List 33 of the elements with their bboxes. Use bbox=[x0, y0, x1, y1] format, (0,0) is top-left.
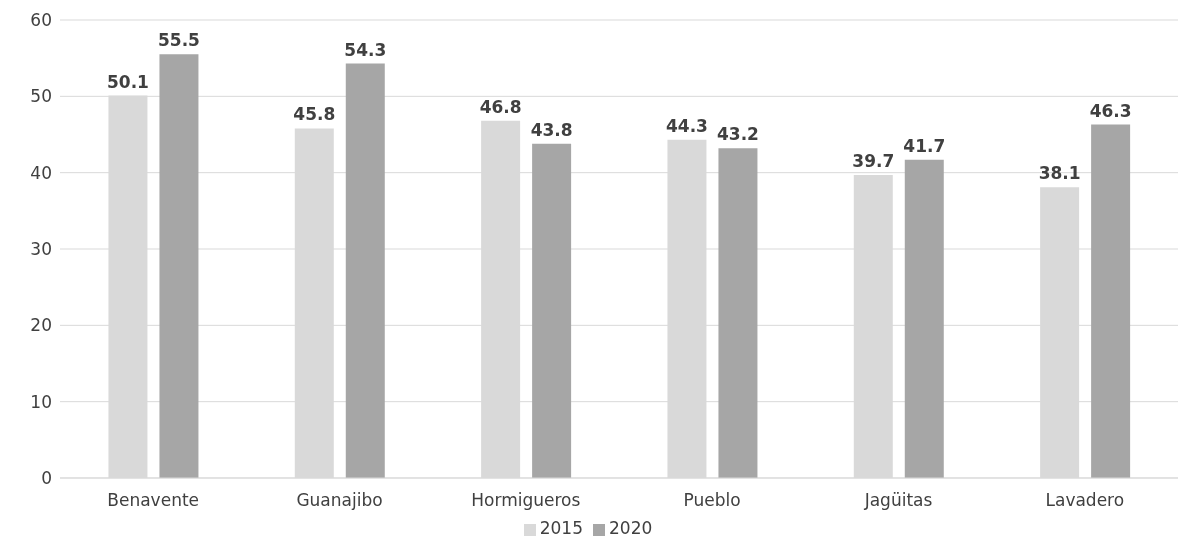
data-label: 50.1 bbox=[106, 71, 149, 92]
x-tick-label: Lavadero bbox=[1045, 490, 1125, 511]
y-tick-label: 10 bbox=[30, 391, 52, 412]
bar bbox=[904, 159, 944, 478]
data-label: 46.8 bbox=[479, 96, 522, 117]
bar bbox=[159, 54, 199, 478]
data-label: 54.3 bbox=[344, 39, 387, 60]
data-label: 55.5 bbox=[157, 30, 200, 51]
bar bbox=[1091, 124, 1131, 478]
bar bbox=[532, 143, 572, 478]
bar bbox=[345, 63, 385, 478]
data-label: 43.8 bbox=[530, 119, 573, 140]
data-label: 39.7 bbox=[852, 150, 895, 171]
y-tick-label: 20 bbox=[30, 315, 52, 336]
data-label: 43.2 bbox=[716, 124, 759, 145]
bar bbox=[718, 148, 758, 478]
x-tick-label: Pueblo bbox=[683, 490, 741, 511]
legend-label: 2020 bbox=[609, 518, 653, 538]
y-tick-label: 40 bbox=[30, 162, 52, 183]
data-label: 45.8 bbox=[293, 104, 336, 125]
data-label: 41.7 bbox=[903, 135, 946, 156]
y-tick-label: 60 bbox=[30, 10, 52, 31]
x-tick-label: Jagüitas bbox=[863, 490, 933, 511]
x-tick-label: Hormigueros bbox=[471, 490, 581, 511]
data-label: 38.1 bbox=[1038, 163, 1081, 184]
x-tick-label: Benavente bbox=[107, 490, 200, 511]
data-label: 44.3 bbox=[665, 115, 708, 136]
y-tick-label: 0 bbox=[41, 468, 52, 489]
data-label: 46.3 bbox=[1089, 100, 1132, 121]
y-tick-label: 30 bbox=[30, 239, 52, 260]
legend-label: 2015 bbox=[539, 518, 583, 538]
y-tick-label: 50 bbox=[30, 86, 52, 107]
x-tick-label: Guanajibo bbox=[296, 490, 383, 511]
